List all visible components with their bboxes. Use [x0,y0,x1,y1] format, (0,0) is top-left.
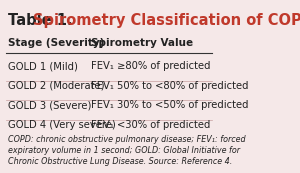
Text: COPD: chronic obstructive pulmonary disease; FEV₁: forced
expiratory volume in 1: COPD: chronic obstructive pulmonary dise… [8,135,245,166]
Text: FEV₁ 50% to <80% of predicted: FEV₁ 50% to <80% of predicted [92,81,249,91]
Text: GOLD 2 (Moderate): GOLD 2 (Moderate) [8,81,104,91]
Text: FEV₁ 30% to <50% of predicted: FEV₁ 30% to <50% of predicted [92,100,249,110]
Text: GOLD 4 (Very severe): GOLD 4 (Very severe) [8,120,115,130]
Text: GOLD 3 (Severe): GOLD 3 (Severe) [8,100,91,110]
Text: GOLD 1 (Mild): GOLD 1 (Mild) [8,61,78,71]
Text: Spirometry Classification of COPD: Spirometry Classification of COPD [33,13,300,28]
Text: FEV₁ ≥80% of predicted: FEV₁ ≥80% of predicted [92,61,211,71]
Text: Stage (Severity): Stage (Severity) [8,38,104,48]
Text: FEV₁ <30% of predicted: FEV₁ <30% of predicted [92,120,211,130]
Text: Table 1.: Table 1. [8,13,78,28]
Text: Spirometry Value: Spirometry Value [92,38,194,48]
